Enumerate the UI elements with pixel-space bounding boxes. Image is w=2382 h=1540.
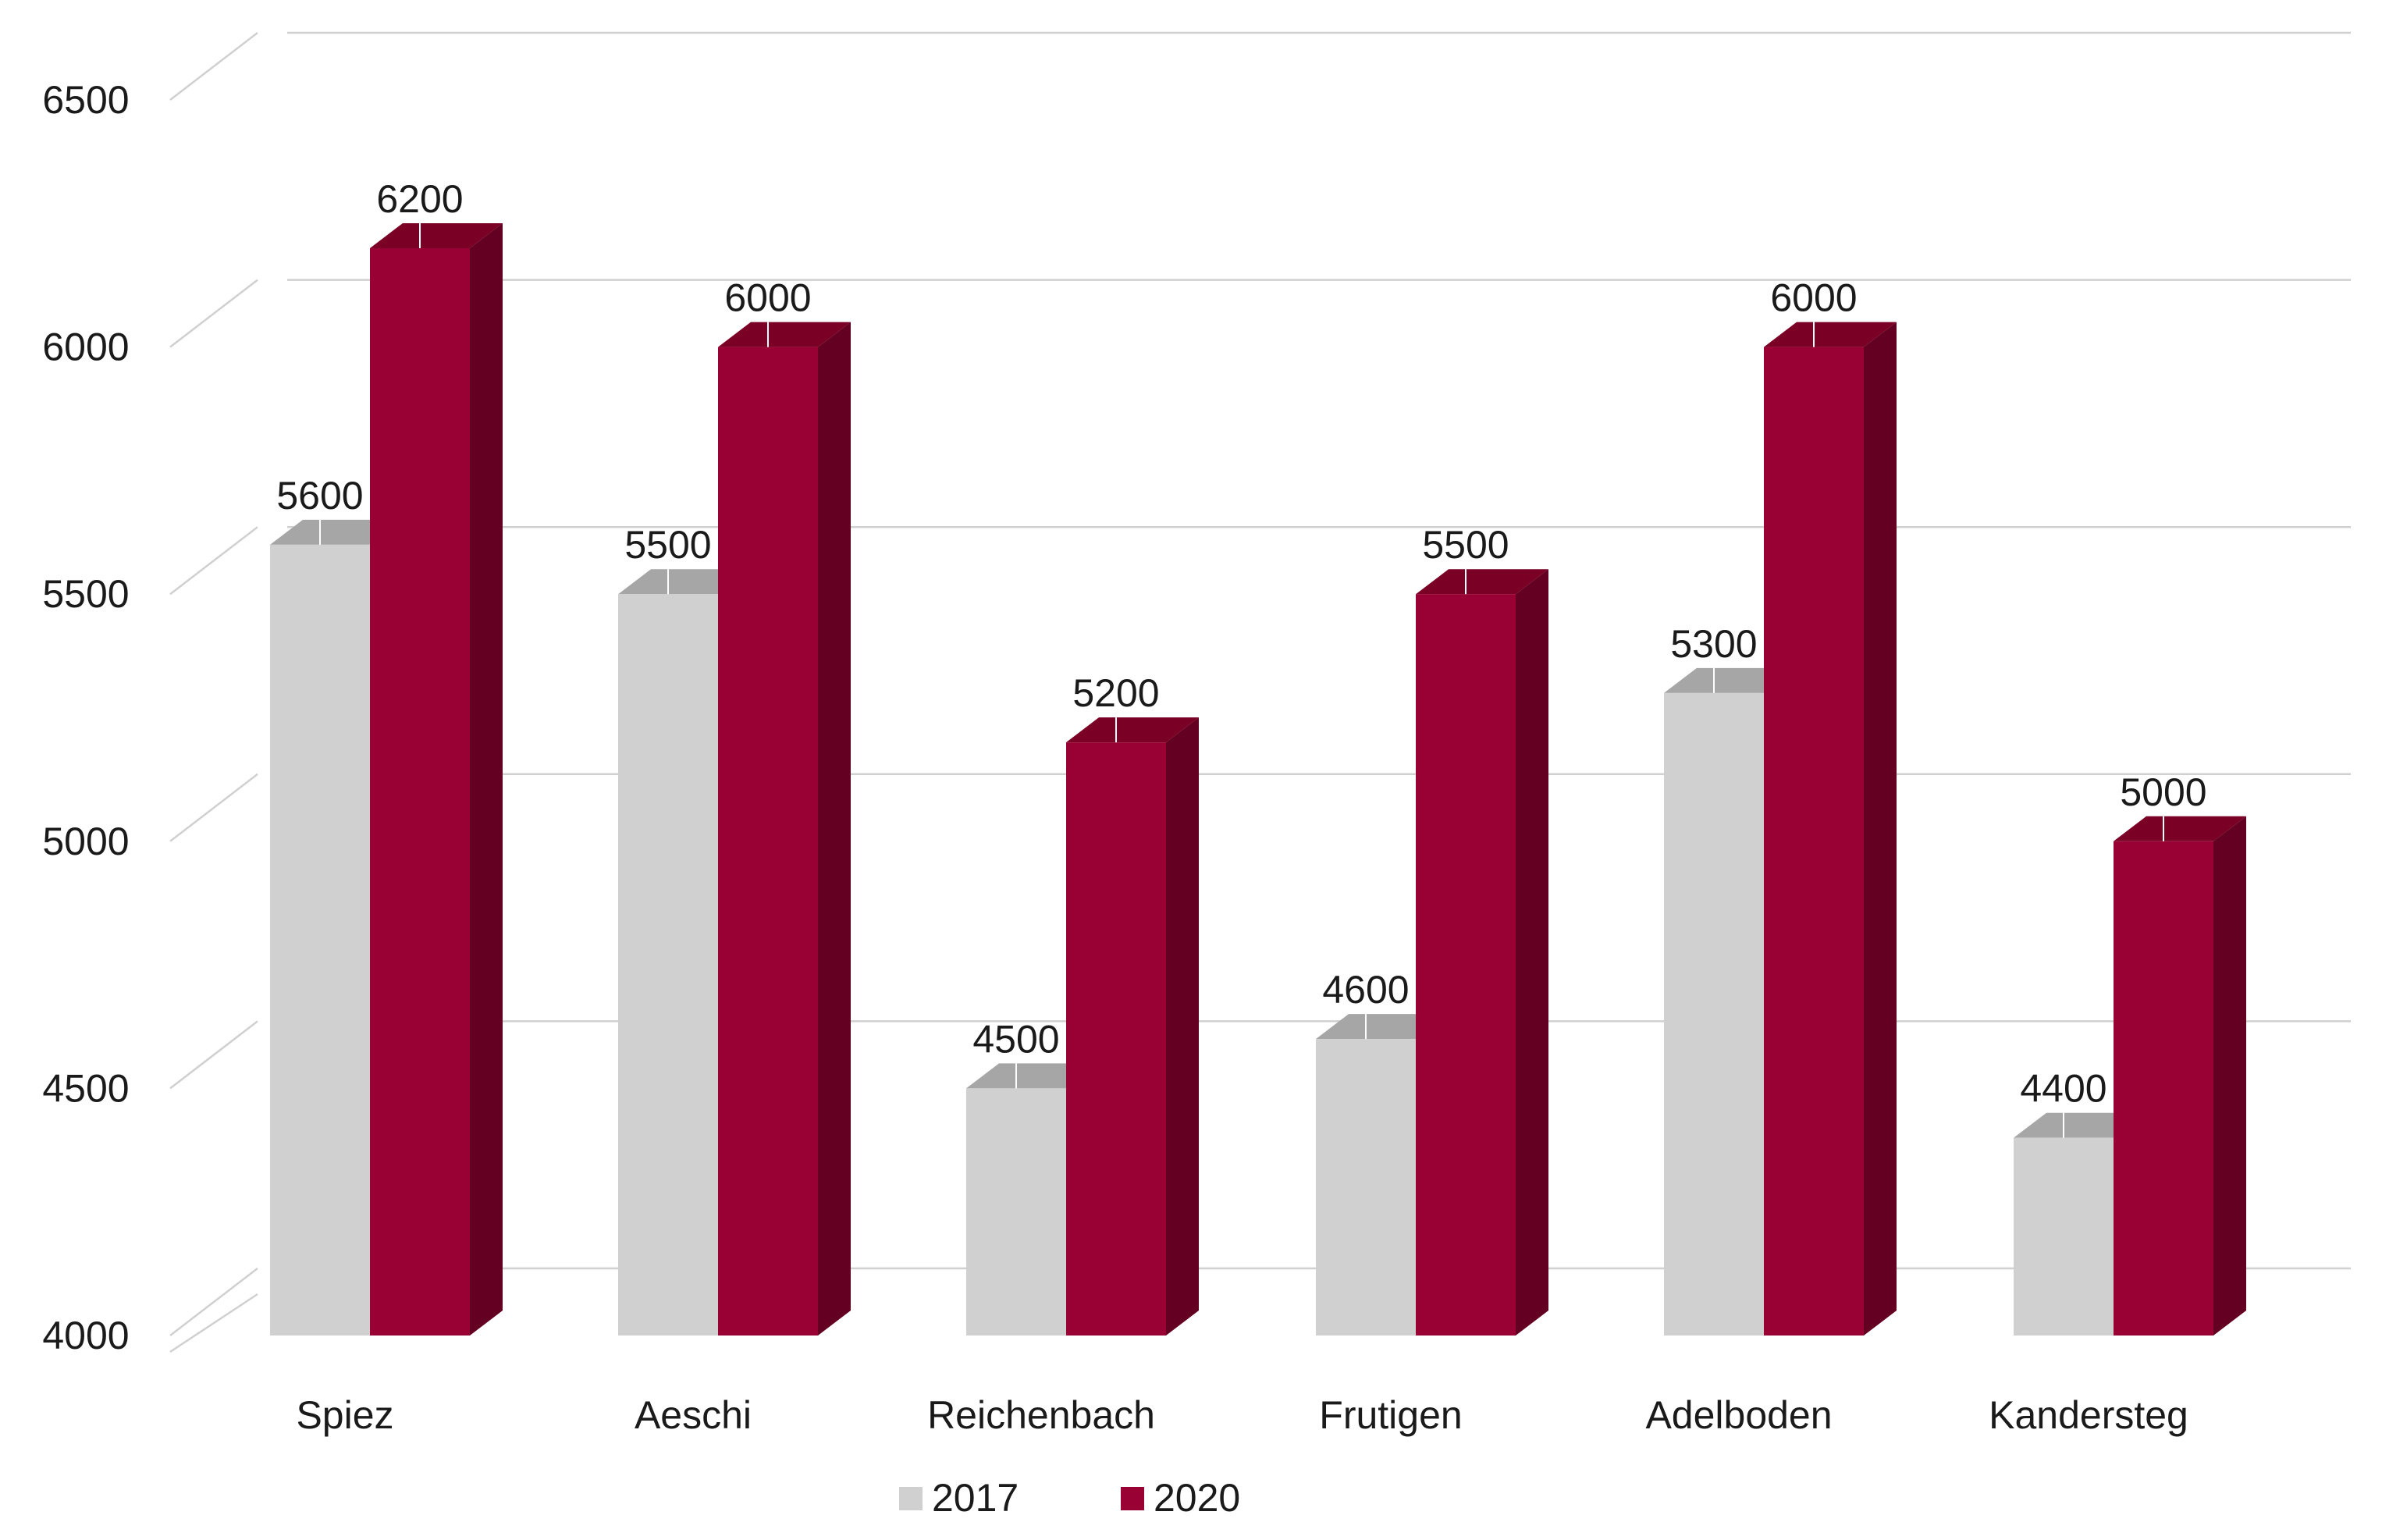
bar-top [618, 569, 751, 595]
bar [618, 594, 718, 1335]
bar-top [1664, 667, 1797, 693]
bar-top [1316, 1014, 1449, 1040]
bar [270, 544, 370, 1335]
data-label: 4500 [972, 1017, 1059, 1061]
data-label: 5300 [1670, 622, 1757, 666]
bar [2014, 1137, 2114, 1335]
y-tick-label: 6500 [42, 78, 129, 122]
data-label: 5200 [1072, 671, 1159, 715]
data-label: 5600 [276, 474, 363, 517]
bar-side [470, 222, 503, 1336]
y-tick-label: 6000 [42, 325, 129, 369]
gridline-diagonal [169, 32, 258, 101]
category-label: Aeschi [635, 1393, 752, 1437]
bar [370, 247, 470, 1336]
data-labels: 5600 6200 5500 6000 4500 5200 4600 5500 5300 6000… [276, 177, 2206, 1111]
category-label: Reichenbach [927, 1393, 1155, 1437]
bar-side [1516, 569, 1548, 1335]
y-tick-label: 4000 [42, 1314, 129, 1357]
bar-side [1166, 717, 1199, 1335]
category-label: Kandersteg [1989, 1393, 2188, 1437]
bar-side [818, 322, 851, 1336]
gridline-diagonal [169, 1268, 258, 1336]
bar-top [1416, 569, 1548, 595]
data-label: 5500 [624, 523, 711, 567]
data-label: 6000 [724, 276, 811, 320]
bar [1416, 594, 1516, 1335]
bar-side [1864, 322, 1897, 1336]
data-label: 4600 [1322, 968, 1409, 1012]
legend: 2017 2020 [899, 1476, 1240, 1520]
legend-label: 2020 [1154, 1476, 1240, 1520]
category-labels: Spiez Aeschi Reichenbach Frutigen Adelboden K… [296, 1393, 2188, 1437]
gridline-diagonal [169, 1020, 258, 1090]
legend-label: 2017 [932, 1476, 1019, 1520]
data-label: 4400 [2020, 1067, 2106, 1111]
bar-top [1066, 717, 1199, 743]
bar-top [966, 1063, 1099, 1089]
y-axis-ticks: 4000 4500 5000 5500 6000 6500 [42, 78, 129, 1357]
legend-swatch [899, 1487, 923, 1510]
bar [1764, 347, 1864, 1336]
bar-top [270, 519, 403, 545]
bar-top [370, 222, 503, 248]
bar-top [2114, 816, 2246, 841]
data-label: 5000 [2120, 770, 2206, 814]
bar-top [2014, 1112, 2146, 1138]
gridline-diagonal [169, 526, 258, 596]
category-label: Spiez [296, 1393, 393, 1437]
y-tick-label: 5000 [42, 820, 129, 863]
axis-floor-diagonal [169, 1293, 258, 1353]
bar [1664, 692, 1764, 1335]
data-label: 5500 [1422, 523, 1509, 567]
bar-top [718, 322, 851, 347]
data-label: 6200 [376, 177, 463, 221]
data-label: 6000 [1770, 276, 1857, 320]
bar [1066, 742, 1166, 1335]
gridline-diagonal [169, 773, 258, 842]
bar [718, 347, 818, 1336]
bars [270, 222, 2246, 1336]
y-tick-label: 5500 [42, 572, 129, 616]
category-label: Adelboden [1645, 1393, 1832, 1437]
legend-swatch [1121, 1487, 1144, 1510]
bar [2114, 841, 2213, 1335]
gridline-diagonal [169, 279, 258, 348]
y-tick-label: 4500 [42, 1066, 129, 1110]
bar [1316, 1039, 1416, 1335]
bar-top [1764, 322, 1897, 347]
category-label: Frutigen [1319, 1393, 1462, 1437]
bar-side [2213, 816, 2246, 1335]
bar [966, 1088, 1066, 1335]
